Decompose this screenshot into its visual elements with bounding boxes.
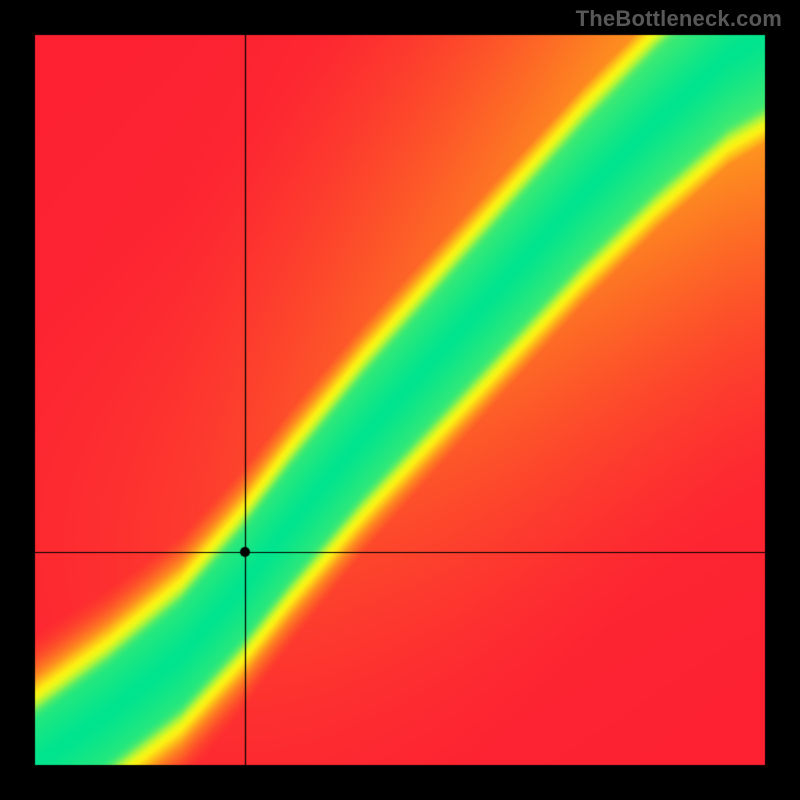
watermark-text: TheBottleneck.com <box>576 6 782 32</box>
chart-container: TheBottleneck.com <box>0 0 800 800</box>
heatmap-canvas <box>0 0 800 800</box>
